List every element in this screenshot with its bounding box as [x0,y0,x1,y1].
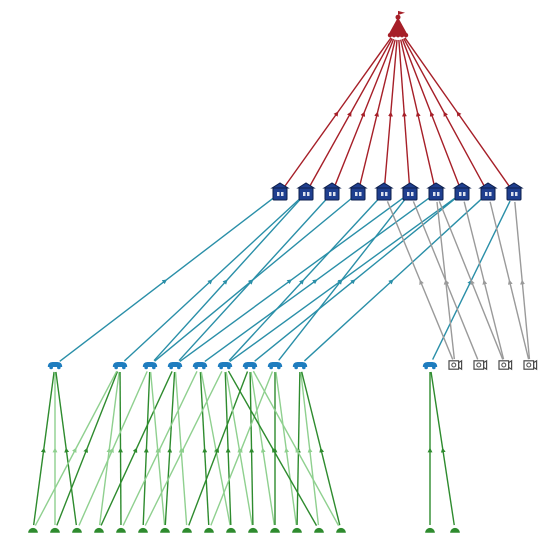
vehicle-node-icon [193,362,207,369]
vehicle-node-icon [268,362,282,369]
edges-tier2 [60,198,530,361]
building-node-icon [376,183,392,200]
leaf-node-icon [116,528,126,533]
leaf-node-icon [138,528,148,533]
building-node-icon [454,183,470,200]
building-node-icon [298,183,314,200]
edges-tier3 [34,371,455,526]
leaf-node-icon [425,528,435,533]
leaf-node-icon [226,528,236,533]
camera-node-icon [449,361,462,369]
leaf-node-icon [292,528,302,533]
leaf-node-icon [50,528,60,533]
root-node-icon [388,11,408,38]
building-node-icon [402,183,418,200]
building-node-icon [350,183,366,200]
leaf-node-icon [160,528,170,533]
building-node-icon [324,183,340,200]
leaf-node-icon [204,528,214,533]
leaf-node-icon [72,528,82,533]
building-node-icon [428,183,444,200]
vehicle-node-icon [113,362,127,369]
building-node-icon [480,183,496,200]
leaf-node-icon [314,528,324,533]
vehicle-node-icon [218,362,232,369]
leaf-node-icon [450,528,460,533]
camera-node-icon [499,361,512,369]
vehicle-node-icon [243,362,257,369]
leaf-node-icon [270,528,280,533]
leaf-node-icon [182,528,192,533]
vehicle-node-icon [48,362,62,369]
leaf-node-icon [94,528,104,533]
vehicle-node-icon [423,362,437,369]
vehicle-node-icon [168,362,182,369]
camera-node-icon [474,361,487,369]
leaf-node-icon [28,528,38,533]
vehicle-node-icon [143,362,157,369]
edges-tier1 [285,38,510,187]
nodes [28,11,536,533]
leaf-node-icon [248,528,258,533]
leaf-node-icon [336,528,346,533]
camera-node-icon [524,361,537,369]
vehicle-node-icon [293,362,307,369]
network-diagram [0,0,555,556]
